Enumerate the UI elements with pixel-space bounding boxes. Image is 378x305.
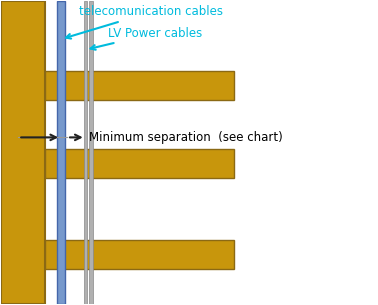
- Text: telecomunication cables: telecomunication cables: [66, 5, 223, 39]
- Text: LV Power cables: LV Power cables: [91, 27, 202, 50]
- Bar: [84, 2, 87, 303]
- Bar: [45, 71, 234, 100]
- Bar: [45, 149, 234, 178]
- Bar: [2, 2, 45, 303]
- Bar: [45, 240, 234, 269]
- Bar: [57, 2, 65, 303]
- Text: Minimum separation  (see chart): Minimum separation (see chart): [89, 131, 283, 144]
- Bar: [89, 2, 93, 303]
